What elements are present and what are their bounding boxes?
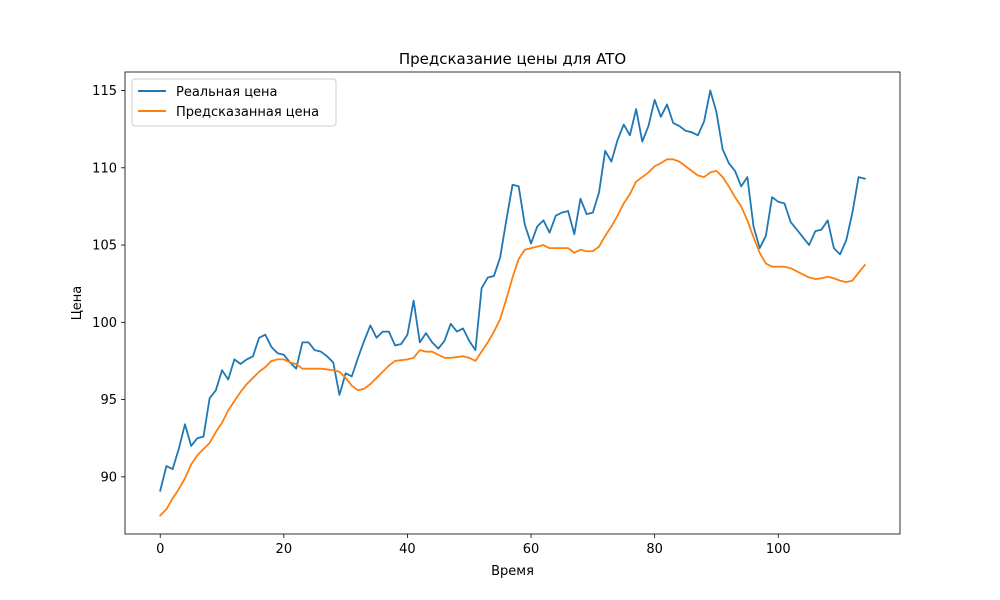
x-tick-label: 60	[523, 542, 540, 557]
axes-group: 0 20 40 60 80 100 90 95 100 105 110 115	[92, 84, 790, 557]
series-line-real-price	[159, 89, 866, 492]
x-tick-label: 80	[646, 542, 663, 557]
series-group	[158, 89, 867, 517]
y-tick-label: 90	[100, 470, 117, 485]
x-axis-title: Время	[491, 564, 534, 579]
legend-label-real: Реальная цена	[176, 85, 278, 100]
chart-title: Предсказание цены для ATO	[399, 50, 626, 68]
y-axis-title: Цена	[70, 286, 85, 321]
y-tick-label: 110	[92, 161, 117, 176]
y-tick-label: 115	[92, 84, 117, 99]
x-tick-label: 40	[399, 542, 416, 557]
series-line-predicted-price	[158, 158, 867, 517]
legend: Реальная цена Предсказанная цена	[131, 78, 337, 127]
plot-area	[125, 72, 900, 534]
y-tick-label: 105	[92, 239, 117, 254]
plot-frame	[124, 71, 901, 535]
x-tick-label: 0	[156, 542, 164, 557]
x-tick-label: 100	[766, 542, 791, 557]
x-tick-label: 20	[276, 542, 293, 557]
y-tick-label: 100	[92, 316, 117, 331]
legend-label-predicted: Предсказанная цена	[176, 105, 319, 120]
y-tick-label: 95	[100, 393, 117, 408]
legend-frame	[131, 78, 337, 127]
